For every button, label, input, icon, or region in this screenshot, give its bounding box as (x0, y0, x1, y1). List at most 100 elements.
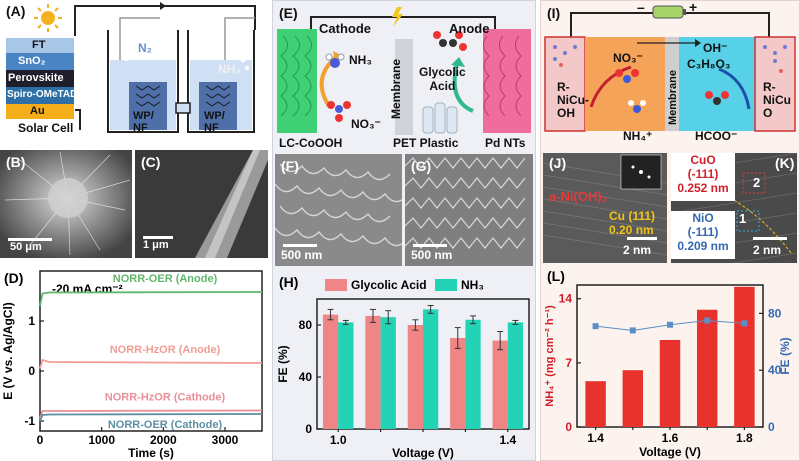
legend-swatch (435, 279, 457, 291)
x-axis-label: Time (s) (128, 446, 174, 460)
plot-frame (39, 270, 263, 432)
layer-au (6, 104, 74, 119)
panel-l: (L) 0 7 14 0 40 80 1.4 1.6 1.8 Voltage (V) NH₄⁺ (mg… (541, 265, 799, 461)
bar (507, 322, 524, 429)
left-cat-line3: OH (557, 106, 575, 120)
electrode-right-label: WP/ NF (204, 110, 225, 134)
panel-c-label: (C) (141, 154, 161, 170)
panel-b-label: (B) (6, 154, 26, 170)
bar (407, 325, 423, 429)
bar (734, 286, 755, 427)
cuo-name: CuO (690, 153, 716, 167)
electrode-left-label: WP/ NF (133, 110, 154, 134)
middle-column: (E) Cathode Anode NH₃ NO₃⁻ Membrane Glyc… (272, 0, 536, 461)
fe-marker (704, 317, 711, 324)
nio-plane: (-111) (687, 225, 719, 239)
panel-d: (D) -20 mA cm⁻² -1 0 1 0 1000 2000 3000 Time (s) E… (0, 263, 268, 461)
panel-h-label: (H) (279, 274, 298, 290)
nio-box: NiO (-111) 0.209 nm (671, 211, 735, 259)
layer-perovskite (6, 70, 74, 87)
reaction-arrow-right (718, 67, 751, 110)
panel-f-scale-label: 500 nm (281, 248, 323, 262)
y-tick-label: 0 (305, 422, 312, 436)
nh3-gas-label: NH₃ (218, 62, 241, 76)
left-y-tick-label: 7 (565, 356, 572, 370)
minus-terminal: – (637, 0, 645, 15)
series-label: NORR-OER (Anode) (113, 273, 218, 285)
formate-molecule (705, 91, 729, 105)
x-axis-label: Voltage (V) (392, 446, 454, 460)
cu-plane-label: Cu (111) 0.20 nm (609, 209, 655, 237)
no3-label-i: NO₃⁻ (613, 51, 643, 65)
panel-e-schematic (277, 7, 531, 135)
legend-swatch (325, 279, 347, 291)
panel-i-schematic (544, 5, 796, 132)
series-label: NORR-HzOR (Anode) (110, 344, 221, 356)
cuo-spacing: 0.252 nm (677, 181, 729, 195)
membrane-label: Membrane (389, 58, 403, 119)
plus-terminal: + (689, 0, 698, 15)
panel-j-scalebar (627, 237, 657, 240)
nh3-molecule (325, 53, 345, 68)
panel-b-scalebar (8, 238, 52, 241)
panel-e-label: (E) (279, 5, 298, 21)
x-axis-label: Voltage (V) (639, 445, 701, 459)
series-line (39, 358, 263, 369)
nio-spacing: 0.209 nm (677, 239, 729, 253)
x-tick-label: 1000 (88, 433, 115, 447)
cathode-label: Cathode (319, 21, 371, 36)
panel-j-tem-image: (J) a-Ni(OH)₂ Cu (111) 0.20 nm 2 nm (543, 153, 667, 263)
series-line (39, 409, 263, 419)
cuo-box: CuO (-111) 0.252 nm (671, 153, 735, 201)
oh-label: OH⁻ (703, 41, 728, 55)
panel-j-label: (J) (549, 155, 567, 171)
reaction-arrow-left (589, 65, 632, 108)
right-y-tick-label: 80 (768, 306, 782, 320)
legend-label: Glycolic Acid (351, 278, 427, 292)
solar-cell-label: Solar Cell (18, 121, 74, 135)
no3-molecule (327, 101, 351, 122)
nanosheets-g (405, 157, 526, 249)
membrane-label-i: Membrane (667, 69, 679, 125)
panel-g-scalebar (413, 244, 447, 247)
c3h8o3-label: C₃H₈O₃ (687, 57, 731, 71)
panel-c-sem-image: (C) 1 μm (135, 150, 268, 258)
panel-b-sem-image: (B) 50 μm (0, 150, 132, 258)
no3-label: NO₃⁻ (351, 117, 381, 131)
marker-1: 1 (739, 211, 747, 226)
panel-k-tem-image: (K) CuO (-111) 0.252 nm NiO (-111) 0.209… (671, 153, 797, 263)
nio-name: NiO (692, 211, 714, 225)
bar (465, 319, 481, 429)
bar (696, 309, 718, 427)
layer-sno2 (6, 53, 74, 70)
panel-c-scalebar (143, 236, 173, 239)
layer-spiro (6, 87, 74, 104)
cuo-plane: (-111) (687, 167, 719, 181)
left-column: (A) (0, 0, 268, 461)
chart-l: (L) 0 7 14 0 40 80 1.4 1.6 1.8 Voltage (V) NH₄⁺ (mg… (544, 268, 792, 459)
bar (322, 314, 339, 429)
fe-marker (592, 323, 599, 330)
left-y-axis-label: NH₄⁺ (mg cm⁻² h⁻¹) (544, 305, 556, 407)
no3-molecule-i (615, 69, 639, 83)
membrane-i (665, 37, 679, 131)
sun-icon (34, 4, 62, 32)
y-tick-label: -1 (24, 414, 35, 428)
panel-k-scalebar (753, 237, 787, 240)
y-axis-label: E (V vs. Ag/AgCl) (1, 302, 15, 400)
x-tick-label: 1.4 (587, 431, 604, 445)
right-chamber (679, 37, 755, 131)
series-line (39, 413, 263, 422)
y-tick-label: 0 (28, 364, 35, 378)
glycolic-acid-molecule (433, 31, 467, 51)
y-axis-label: FE (%) (276, 345, 290, 382)
x-tick-label: 3000 (212, 433, 239, 447)
fe-marker (667, 321, 673, 328)
electrode-left-line1: WP/ (133, 110, 154, 122)
legend-label: NH₃ (461, 278, 484, 292)
pet-label: PET Plastic (393, 136, 459, 150)
right-y-tick-label: 0 (768, 420, 775, 434)
panel-d-label: (D) (4, 270, 23, 286)
panel-k-label: (K) (775, 155, 795, 171)
nanosheets-f (275, 163, 402, 247)
